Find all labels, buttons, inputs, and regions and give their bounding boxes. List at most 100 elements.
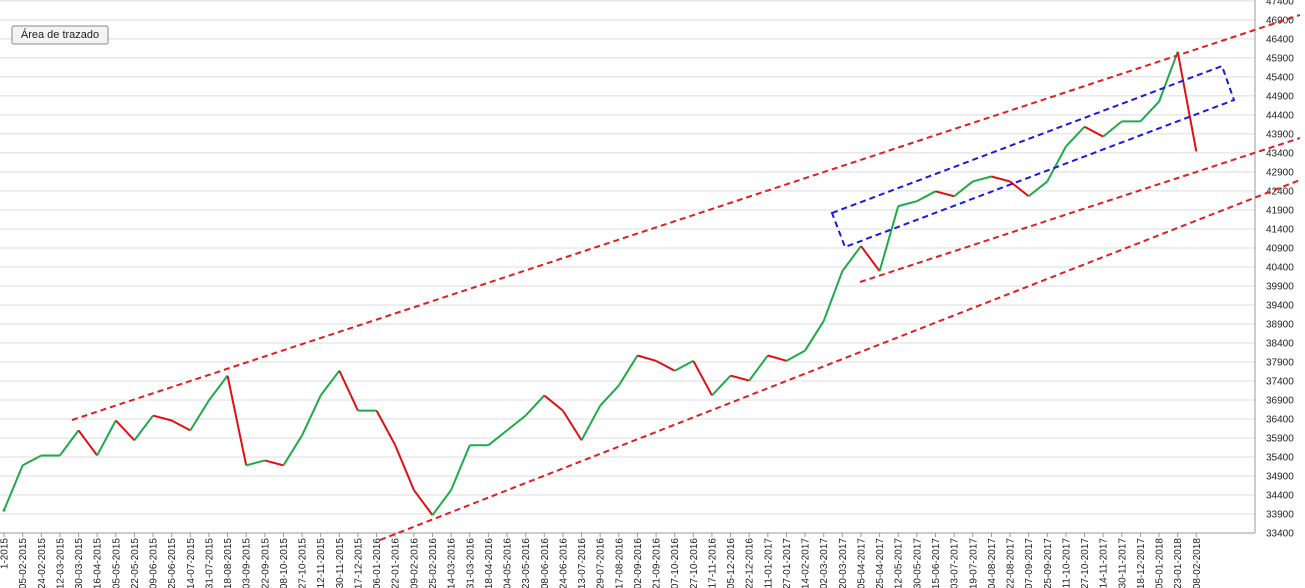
x-tick-label: 14-03-2016: [447, 538, 458, 588]
x-tick-label: 30-11-2017: [1117, 538, 1128, 588]
y-tick-label: 39900: [1266, 281, 1294, 292]
x-tick-label: 23-05-2016: [521, 538, 532, 588]
segment: [431, 489, 452, 516]
y-tick-label: 41900: [1266, 205, 1294, 216]
segment: [245, 459, 266, 467]
segment: [301, 394, 322, 436]
y-tick-label: 45900: [1266, 53, 1294, 64]
trend-lines: [71, 14, 1301, 541]
y-tick-label: 37900: [1266, 357, 1294, 368]
trend-line: [859, 137, 1301, 283]
segment: [935, 190, 955, 198]
y-tick-label: 42900: [1266, 167, 1294, 178]
x-tick-label: 22-05-2015: [130, 538, 141, 588]
segment: [338, 370, 359, 412]
segment: [767, 354, 787, 362]
y-tick-label: 39400: [1266, 300, 1294, 311]
y-tick-label: 47400: [1266, 0, 1294, 7]
segment: [506, 414, 527, 432]
segment: [804, 320, 825, 352]
segment: [1065, 126, 1086, 148]
segment: [77, 429, 98, 457]
y-tick-label: 35900: [1266, 433, 1294, 444]
x-tick-label: 22-12-2016: [745, 538, 756, 588]
x-tick-label: 30-05-2017: [912, 538, 923, 588]
segment: [580, 405, 602, 441]
trend-line: [379, 179, 1301, 541]
segment: [282, 434, 303, 466]
segment: [1046, 145, 1067, 182]
x-tick-label: 04-08-2017: [987, 538, 998, 588]
x-tick-label: 22-01-2016: [391, 538, 402, 588]
segment: [115, 419, 136, 441]
x-tick-label: 22-09-2015: [260, 538, 271, 588]
x-tick-label: 09-06-2015: [149, 538, 160, 588]
y-tick-label: 41400: [1266, 224, 1294, 235]
x-tick-label: 27-10-2016: [689, 538, 700, 588]
x-tick-label: 14-11-2017: [1099, 538, 1110, 588]
x-tick-label: 17-12-2015: [353, 538, 364, 588]
y-tick-label: 42400: [1266, 186, 1294, 197]
segment: [1084, 125, 1104, 138]
segment: [96, 420, 117, 456]
segment: [450, 444, 471, 491]
y-tick-label: 33900: [1266, 509, 1294, 520]
y-tick-label: 46400: [1266, 34, 1294, 45]
x-tick-label: 19-07-2017: [968, 538, 979, 588]
segment: [1158, 51, 1179, 102]
segment: [1009, 180, 1030, 198]
segment: [991, 175, 1011, 183]
segment: [748, 354, 769, 382]
x-tick-label: 29-07-2016: [596, 538, 607, 588]
y-tick-label: 38400: [1266, 338, 1294, 349]
segment: [730, 374, 750, 382]
x-tick-label: 08-10-2015: [279, 538, 290, 588]
segment: [375, 410, 397, 446]
x-tick-label: 02-03-2017: [819, 538, 830, 588]
x-tick-label: 25-04-2017: [875, 538, 886, 588]
x-tick-label: 05-05-2015: [111, 538, 122, 588]
segment: [59, 429, 80, 457]
segment: [711, 374, 732, 397]
segment: [1102, 120, 1123, 138]
y-tick-label: 45400: [1266, 72, 1294, 83]
x-tick-label: 07-09-2017: [1024, 538, 1035, 588]
x-tick-label: 25-09-2017: [1043, 538, 1054, 588]
segment: [152, 414, 172, 422]
trend-line: [71, 14, 1301, 421]
segment: [3, 464, 24, 511]
x-tick-label: 12-05-2017: [894, 538, 905, 588]
segment: [655, 359, 676, 372]
x-tick-label: 08-06-2016: [540, 538, 551, 588]
segment: [189, 399, 210, 431]
channel-box: [830, 64, 1236, 249]
segment: [953, 180, 974, 198]
x-tick-label: 22-08-2017: [1006, 538, 1017, 588]
x-tick-label: 24-02-2015: [37, 538, 48, 588]
button[interactable]: Área de trazado: [11, 25, 109, 45]
button-label[interactable]: Área de trazado: [21, 28, 99, 41]
segment: [264, 459, 284, 467]
y-tick-label: 37400: [1266, 376, 1294, 387]
segment: [972, 175, 992, 183]
y-tick-label: 34400: [1266, 490, 1294, 501]
segment: [226, 375, 248, 466]
x-tick-label: 1-2015: [0, 538, 11, 570]
x-tick-label: 06-01-2016: [372, 538, 383, 588]
segment: [171, 419, 191, 432]
button-box[interactable]: [11, 25, 109, 45]
x-tick-label: 05-04-2017: [856, 538, 867, 588]
x-tick-label: 23-01-2018: [1173, 538, 1184, 588]
segment: [599, 384, 620, 407]
x-tick-label: 12-03-2015: [55, 538, 66, 588]
x-tick-label: 24-06-2016: [558, 538, 569, 588]
y-tick-label: 35400: [1266, 452, 1294, 463]
x-tick-label: 08-02-2018: [1192, 538, 1203, 588]
y-tick-label: 40400: [1266, 262, 1294, 273]
x-tick-label: 14-02-2017: [801, 538, 812, 588]
x-tick-label: 12-11-2015: [316, 538, 327, 588]
segment: [413, 489, 434, 516]
segment: [674, 359, 694, 372]
